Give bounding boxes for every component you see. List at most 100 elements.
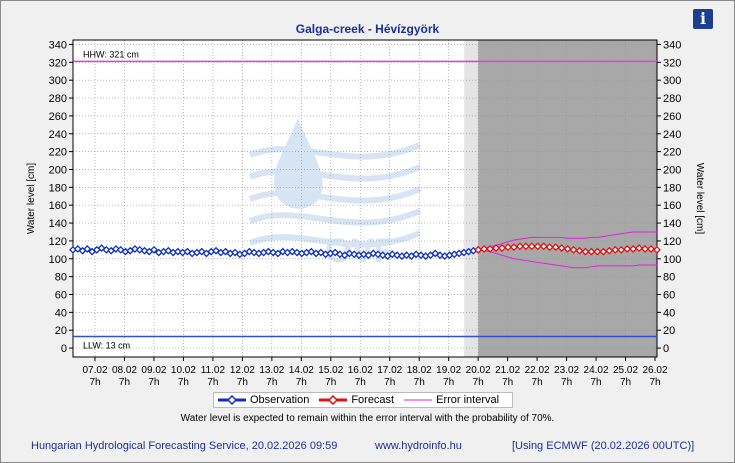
x-tick-label-date: 11.02 xyxy=(201,365,226,376)
observation-point xyxy=(288,247,297,256)
forecast-point xyxy=(599,247,608,256)
forecast-point xyxy=(498,244,506,252)
y-tick-label-right: 40 xyxy=(663,307,675,319)
forecast-point xyxy=(492,244,500,252)
y-tick-label-right: 100 xyxy=(663,254,681,266)
watermark-wave xyxy=(248,230,422,248)
y-tick-label-right: 0 xyxy=(663,343,669,355)
forecast-point xyxy=(504,243,512,252)
error-interval-lower-line xyxy=(478,249,657,269)
forecast-point xyxy=(593,247,602,256)
chart-title: Galga-creek - Hévízgyörk xyxy=(295,22,440,36)
x-tick-label-hour: 7h xyxy=(620,377,631,388)
y-tick-label-right: 260 xyxy=(663,111,681,123)
x-tick-label-hour: 7h xyxy=(89,377,100,388)
x-tick-label-date: 08.02 xyxy=(112,365,137,376)
x-tick-label-date: 07.02 xyxy=(82,365,107,376)
legend-item-observation: Observation xyxy=(218,394,315,406)
forecast-point xyxy=(474,245,483,254)
chart-legend: Observation Forecast Error interval xyxy=(213,392,513,408)
forecast-point xyxy=(539,242,548,251)
x-tick-label-date: 21.02 xyxy=(495,365,520,376)
footer-service: Hungarian Hydrological Forecasting Servi… xyxy=(31,440,338,452)
observation-point xyxy=(331,248,340,257)
watermark-wave xyxy=(248,208,422,226)
observation-marker-icon xyxy=(218,395,246,405)
forecast-point xyxy=(635,244,644,252)
observation-point xyxy=(212,246,220,255)
x-tick-label-date: 26.02 xyxy=(642,365,667,376)
x-tick-label-hour: 7h xyxy=(502,377,513,388)
threshold-label: LLW: 13 cm xyxy=(83,340,130,350)
forecast-point xyxy=(617,245,626,254)
y-tick-label-right: 160 xyxy=(663,200,681,212)
forecast-point xyxy=(647,245,655,253)
forecast-point xyxy=(551,243,560,252)
y-tick-label-right: 60 xyxy=(663,289,675,301)
forecast-point xyxy=(623,245,632,253)
forecast-point xyxy=(545,243,554,252)
observation-point xyxy=(431,249,440,258)
info-icon[interactable]: i xyxy=(693,9,713,29)
x-tick-label-date: 23.02 xyxy=(554,365,579,376)
y-tick-label-left: 80 xyxy=(55,272,67,284)
forecast-point xyxy=(527,242,536,251)
forecast-point xyxy=(557,244,566,252)
legend-item-error-interval: Error interval xyxy=(404,394,505,406)
x-tick-label-hour: 7h xyxy=(649,377,660,388)
y-tick-label-left: 320 xyxy=(49,57,67,69)
y-tick-label-right: 280 xyxy=(663,93,681,105)
x-tick-label-hour: 7h xyxy=(207,377,218,388)
x-tick-label-date: 19.02 xyxy=(436,365,461,376)
error-interval-line-icon xyxy=(404,399,433,401)
forecast-point xyxy=(629,245,638,253)
y-axis-title-left: Water level [cm] xyxy=(26,163,37,235)
y-tick-label-left: 0 xyxy=(61,343,67,355)
x-tick-label-hour: 7h xyxy=(532,377,543,388)
y-tick-label-right: 340 xyxy=(663,39,681,51)
footer-website-link[interactable]: www.hydroinfo.hu xyxy=(375,440,462,452)
x-tick-label-date: 16.02 xyxy=(348,365,373,376)
forecast-point xyxy=(510,243,518,252)
forecast-point xyxy=(641,245,649,253)
plot-frame xyxy=(72,39,658,358)
y-tick-label-left: 60 xyxy=(55,289,67,301)
observation-point xyxy=(245,247,254,256)
forecast-point xyxy=(480,245,489,253)
y-tick-label-left: 300 xyxy=(49,75,67,87)
y-tick-label-right: 320 xyxy=(663,57,681,69)
observation-point xyxy=(417,251,425,260)
y-tick-label-right: 200 xyxy=(663,164,681,176)
x-tick-label-hour: 7h xyxy=(384,377,395,388)
legend-item-forecast: Forecast xyxy=(319,394,400,406)
forecast-point xyxy=(569,245,578,254)
observation-point xyxy=(116,245,125,254)
y-tick-label-left: 40 xyxy=(55,307,67,319)
probability-note: Water level is expected to remain within… xyxy=(180,413,555,424)
observation-point xyxy=(374,250,382,259)
y-tick-label-right: 20 xyxy=(663,325,675,337)
observation-point xyxy=(278,247,287,256)
x-tick-label-hour: 7h xyxy=(443,377,454,388)
x-tick-label-date: 17.02 xyxy=(377,365,402,376)
forecast-marker-icon xyxy=(319,395,348,405)
observation-point xyxy=(150,245,158,254)
y-tick-label-left: 260 xyxy=(49,111,67,123)
observation-point xyxy=(378,251,387,260)
watermark-wave xyxy=(248,164,422,182)
x-tick-label-date: 20.02 xyxy=(466,365,491,376)
y-tick-label-left: 200 xyxy=(49,164,67,176)
forecast-point xyxy=(581,247,590,256)
forecast-point xyxy=(587,247,596,256)
forecast-point xyxy=(521,242,530,251)
x-tick-label-hour: 7h xyxy=(590,377,601,388)
x-tick-label-hour: 7h xyxy=(561,377,572,388)
forecast-region xyxy=(478,40,657,357)
x-tick-label-hour: 7h xyxy=(414,377,425,388)
x-tick-label-date: 12.02 xyxy=(230,365,255,376)
forecast-point xyxy=(486,245,495,253)
x-tick-label-hour: 7h xyxy=(266,377,277,388)
forecast-point xyxy=(611,245,620,254)
x-tick-label-hour: 7h xyxy=(237,377,248,388)
